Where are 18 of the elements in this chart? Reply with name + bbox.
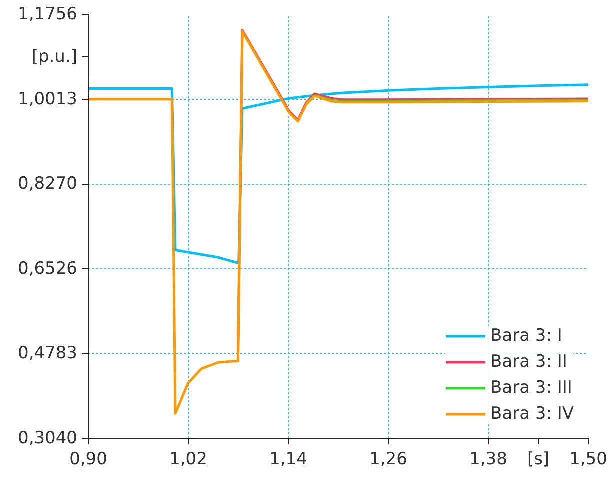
- x-tick-label: 1,14: [270, 450, 308, 470]
- x-tick-label: 1,38: [470, 450, 508, 470]
- legend-label: Bara 3: III: [490, 378, 572, 398]
- x-tick-label: 1,26: [370, 450, 408, 470]
- y-tick-label: 0,3040: [18, 428, 78, 448]
- x-tick-label: 1,50: [570, 450, 608, 470]
- x-axis-title: [s]: [527, 450, 550, 470]
- y-tick-label: 0,4783: [18, 344, 78, 364]
- legend-label: Bara 3: IV: [490, 404, 574, 424]
- y-axis-title: [p.u.]: [32, 46, 78, 67]
- x-tick-label: 0,90: [70, 450, 108, 470]
- y-tick-label: 0,6526: [18, 258, 78, 279]
- legend-label: Bara 3: II: [490, 352, 568, 372]
- y-tick-label: 1,0013: [18, 89, 78, 110]
- y-tick-label: 0,8270: [18, 174, 78, 194]
- legend-label: Bara 3: I: [490, 326, 562, 346]
- x-tick-label: 1,02: [170, 450, 208, 470]
- y-tick-label: 1,1756: [18, 4, 78, 24]
